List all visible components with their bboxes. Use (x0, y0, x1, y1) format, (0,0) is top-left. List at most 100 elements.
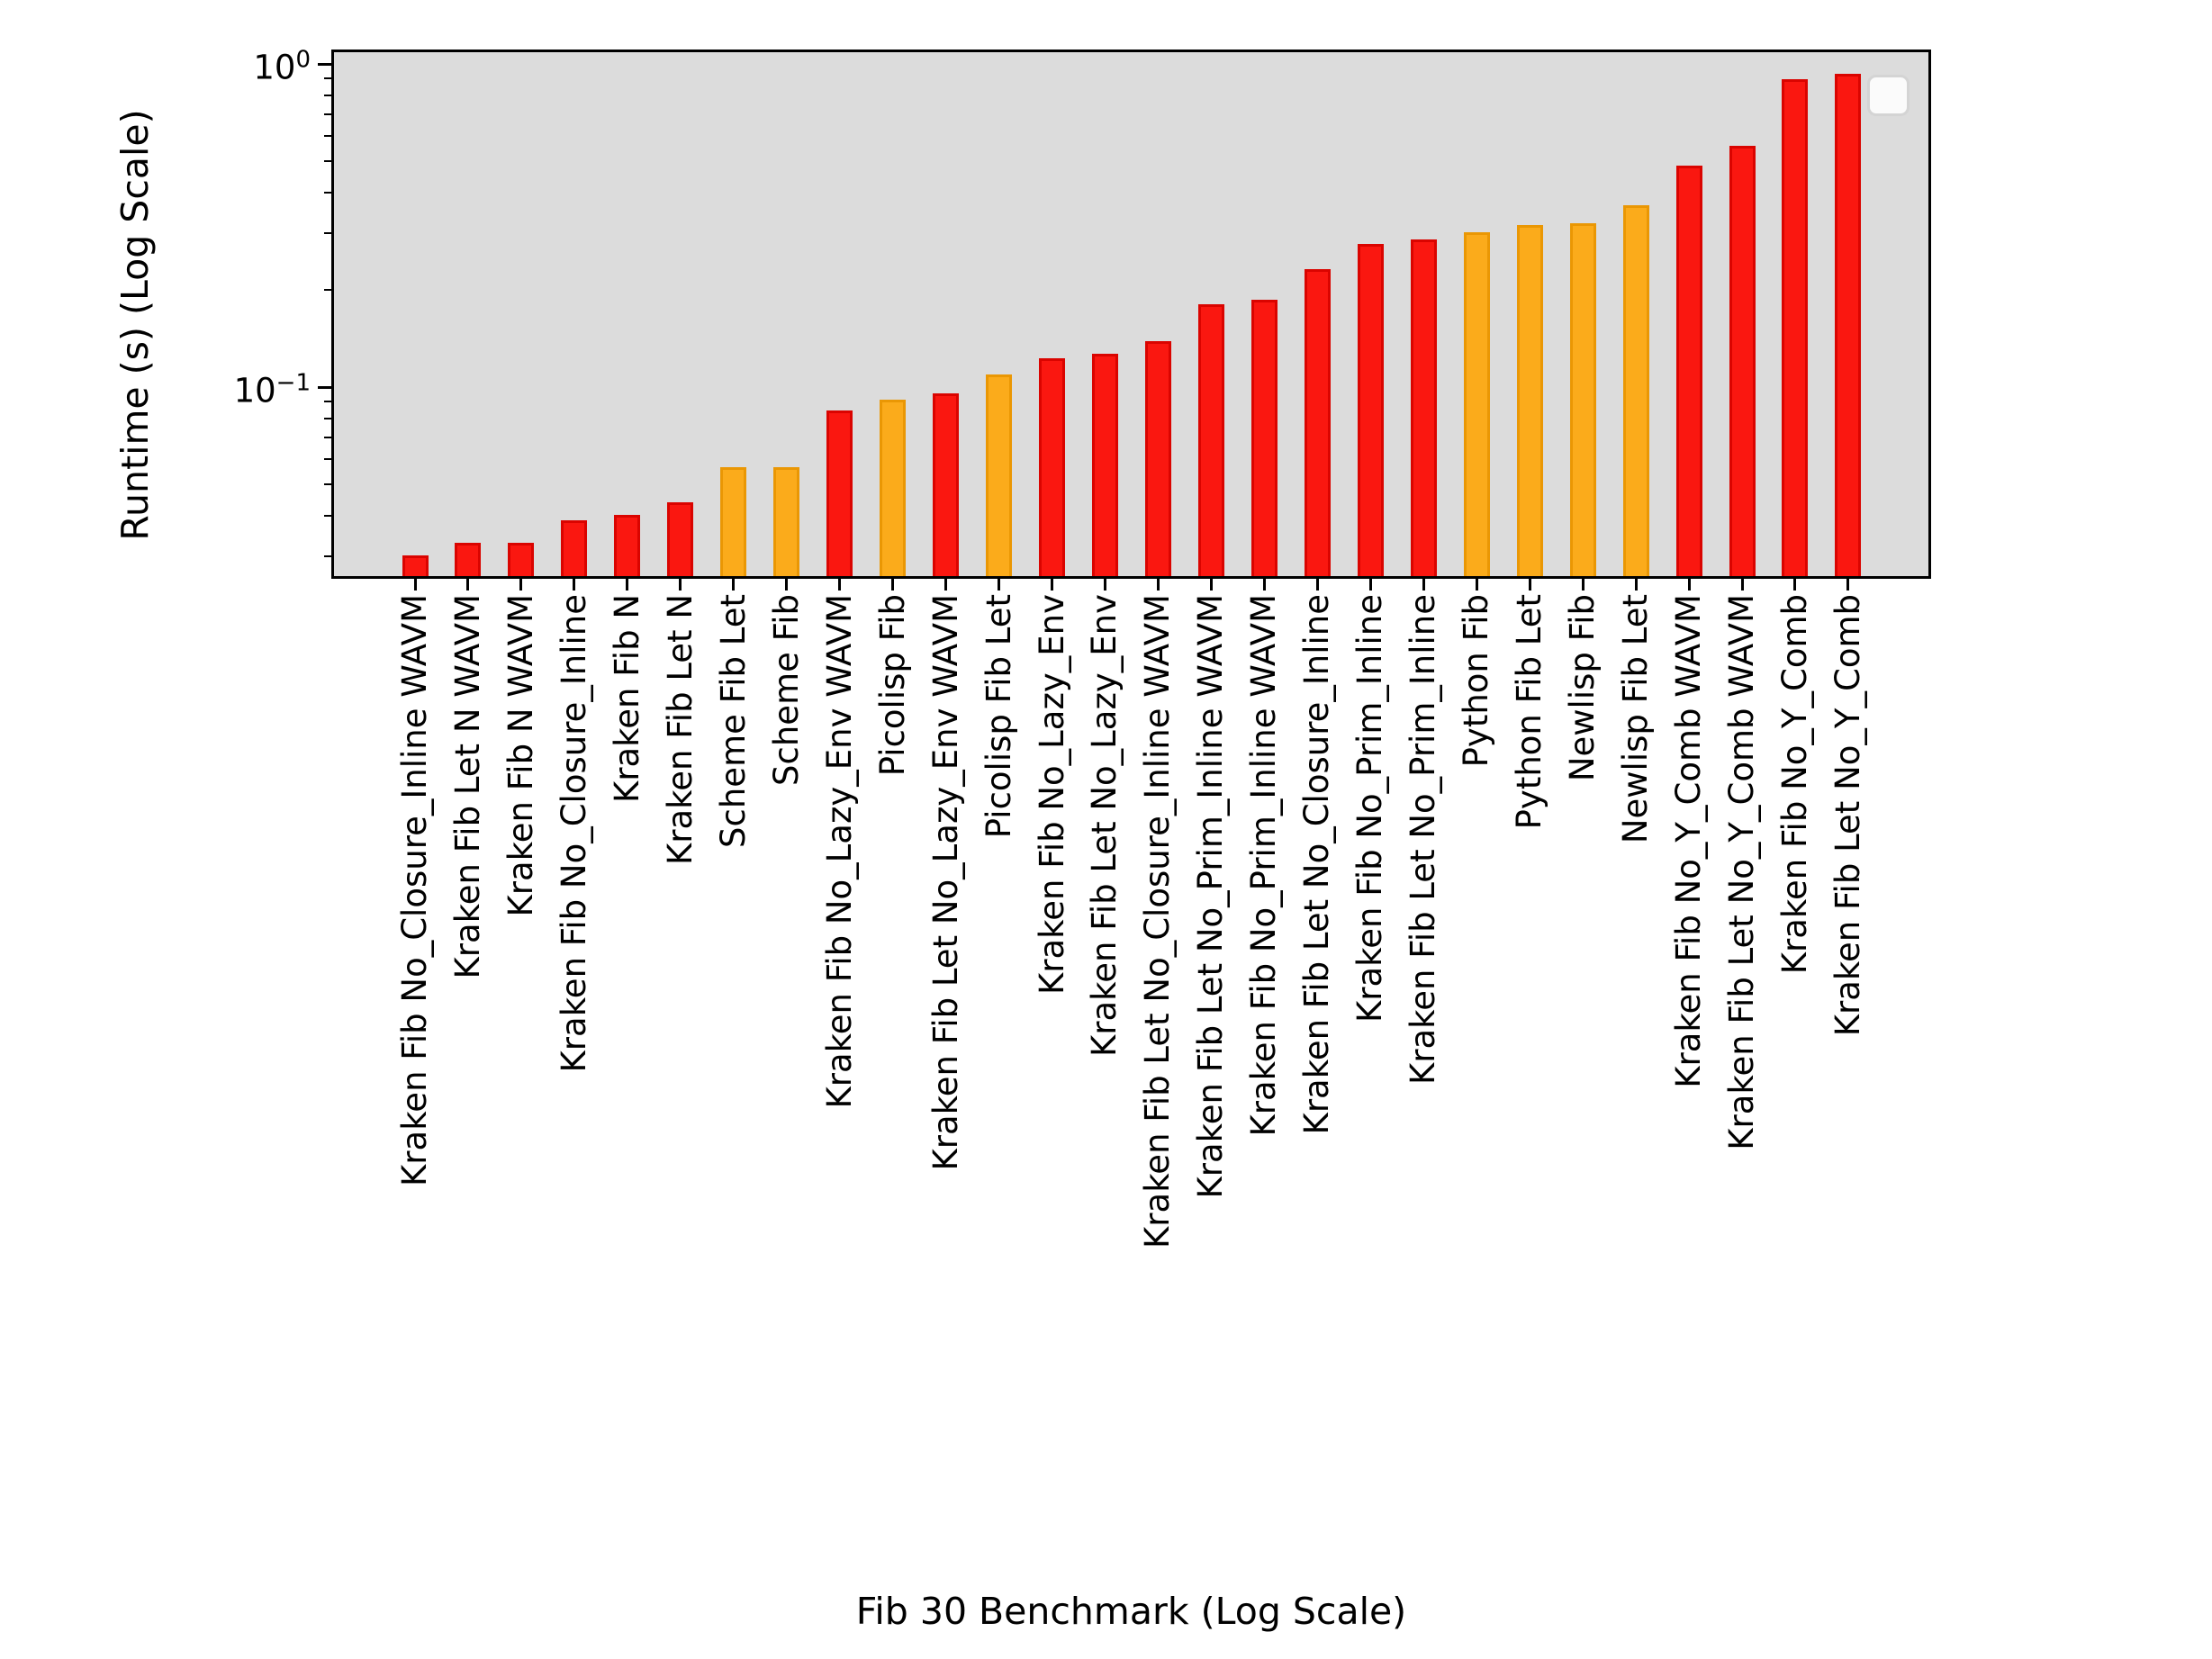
x-tick (1740, 579, 1744, 591)
x-tick (1581, 579, 1585, 591)
x-tick-label: Kraken Fib Let No_Closure_Inline WAVM (1138, 594, 1178, 1249)
x-tick-label: Kraken Fib Let No_Prim_Inline (1404, 594, 1443, 1085)
bar-red (667, 502, 694, 576)
y-minor-tick (324, 288, 331, 291)
x-tick (1528, 579, 1531, 591)
y-minor-tick (324, 94, 331, 96)
y-tick-label: 100 (253, 46, 311, 87)
x-tick-label: Kraken Fib Let No_Lazy_Env (1085, 594, 1124, 1057)
bar-red (455, 542, 482, 576)
y-minor-tick (324, 134, 331, 137)
x-tick-label: Kraken Fib No_Prim_Inline (1350, 594, 1390, 1023)
y-minor-tick (324, 113, 331, 115)
bar-red (1410, 239, 1437, 576)
bar-red (1250, 299, 1278, 576)
x-tick-label: Kraken Fib No_Lazy_Env (1032, 594, 1071, 995)
y-minor-tick (324, 191, 331, 194)
x-tick-label: Kraken Fib No_Closure_Inline WAVM (395, 594, 434, 1186)
x-tick-label: Kraken Fib No_Y_Comb WAVM (1669, 594, 1709, 1088)
x-tick (891, 579, 895, 591)
x-tick (679, 579, 682, 591)
bar-red (826, 410, 853, 576)
bar-orange (773, 467, 800, 576)
y-minor-tick (324, 514, 331, 517)
x-tick-label: Kraken Fib N (607, 594, 646, 804)
bar-orange (1516, 224, 1543, 576)
x-tick-label: Kraken Fib No_Y_Comb (1774, 594, 1814, 975)
x-tick (1793, 579, 1797, 591)
x-tick-label: Kraken Fib Let No_Closure_Inline (1297, 594, 1337, 1135)
x-tick-label: Kraken Fib Let No_Y_Comb WAVM (1722, 594, 1761, 1150)
y-major-tick (318, 62, 331, 66)
x-tick (1475, 579, 1478, 591)
bar-red (1144, 341, 1171, 576)
x-tick-label: Kraken Fib Let No_Y_Comb (1828, 594, 1867, 1037)
x-tick-label: Newlisp Fib Let (1616, 594, 1656, 844)
x-tick-label: Kraken Fib No_Closure_Inline (554, 594, 593, 1073)
y-minor-tick (324, 417, 331, 419)
x-tick-label: Picolisp Fib Let (979, 594, 1018, 839)
x-tick (626, 579, 629, 591)
bar-orange (1622, 204, 1649, 576)
x-tick-label: Kraken Fib Let No_Lazy_Env WAVM (925, 594, 965, 1171)
x-tick-label: Kraken Fib No_Prim_Inline WAVM (1244, 594, 1284, 1137)
bar-red (561, 520, 588, 576)
bar-red (402, 555, 429, 576)
bar-orange (880, 400, 907, 576)
x-tick (1051, 579, 1054, 591)
legend-box (1867, 75, 1910, 116)
x-tick-label: Kraken Fib Let N WAVM (447, 594, 487, 979)
x-tick (573, 579, 576, 591)
y-axis-title: Runtime (s) (Log Scale) (113, 109, 157, 541)
y-minor-tick (324, 457, 331, 460)
x-tick (1262, 579, 1266, 591)
x-tick (732, 579, 736, 591)
bar-orange (1463, 232, 1490, 576)
x-tick (785, 579, 789, 591)
x-tick (838, 579, 842, 591)
x-tick-label: Kraken Fib Let N (660, 594, 700, 866)
bar-red (1357, 243, 1384, 576)
bar-red (1782, 78, 1809, 576)
x-axis-title: Fib 30 Benchmark (Log Scale) (855, 1590, 1407, 1633)
y-major-tick (318, 385, 331, 389)
bar-red (1039, 357, 1066, 576)
x-tick (1687, 579, 1691, 591)
bar-red (1197, 304, 1224, 576)
x-tick (1315, 579, 1319, 591)
bar-red (508, 542, 535, 576)
x-tick-label: Picolisp Fib (872, 594, 912, 777)
bar-orange (986, 374, 1013, 576)
x-tick-label: Scheme Fib (766, 594, 806, 786)
bar-orange (1569, 223, 1596, 576)
x-tick (1156, 579, 1160, 591)
x-tick (944, 579, 948, 591)
bar-red (1091, 353, 1118, 576)
y-tick-label: 10−1 (233, 369, 311, 410)
y-minor-tick (324, 160, 331, 163)
y-minor-tick (324, 401, 331, 403)
x-tick-label: Kraken Fib N WAVM (501, 594, 540, 917)
x-tick (413, 579, 417, 591)
bar-red (933, 393, 960, 576)
x-tick-label: Newlisp Fib (1563, 594, 1603, 782)
y-minor-tick (324, 77, 331, 80)
x-tick (1368, 579, 1372, 591)
x-tick (1846, 579, 1850, 591)
bar-red (1729, 145, 1756, 576)
bar-red (1304, 269, 1331, 576)
bar-orange (720, 467, 747, 576)
x-tick (466, 579, 470, 591)
y-minor-tick (324, 436, 331, 438)
x-tick (1209, 579, 1213, 591)
y-minor-tick (324, 483, 331, 486)
bar-red (614, 514, 641, 576)
x-tick-label: Kraken Fib No_Lazy_Env WAVM (819, 594, 859, 1109)
x-tick (1634, 579, 1638, 591)
x-tick (1422, 579, 1425, 591)
plot-area (331, 50, 1931, 579)
x-tick-label: Python Fib Let (1510, 594, 1549, 830)
x-tick-label: Python Fib (1457, 594, 1496, 768)
x-tick (1103, 579, 1106, 591)
